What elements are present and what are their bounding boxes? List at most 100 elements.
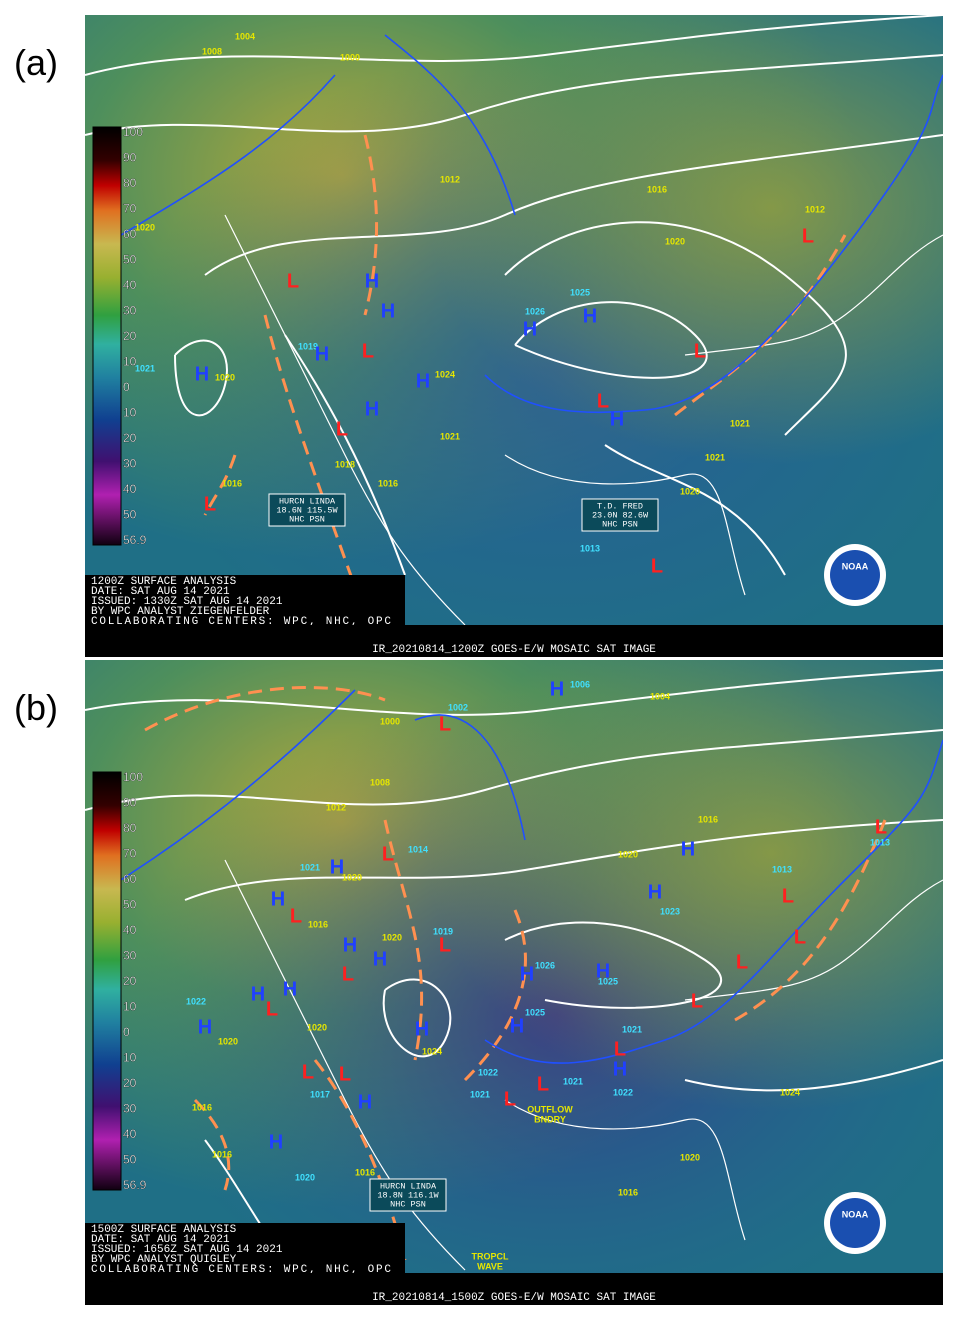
pressure-center: H xyxy=(416,370,430,392)
isobar-label: 1004 xyxy=(650,691,670,701)
pressure-center: H xyxy=(283,978,297,1000)
colorbar-label: 40 xyxy=(123,923,137,937)
pressure-center: L xyxy=(694,340,706,362)
isobar-label: 1024 xyxy=(422,1046,442,1056)
info-line: BY WPC ANALYST ZIEGENFELDER xyxy=(91,606,270,618)
caption: IR_20210814_1500Z GOES-E/W MOSAIC SAT IM… xyxy=(372,1292,656,1304)
trough-line xyxy=(263,314,367,616)
isobar-label: 1008 xyxy=(370,777,390,787)
colorbar-label: 100 xyxy=(123,770,143,784)
colorbar-label: 70 xyxy=(123,202,137,216)
colorbar-label: 30 xyxy=(123,1102,137,1116)
isobar-line xyxy=(684,1059,943,1092)
colorbar-label: 80 xyxy=(123,821,137,835)
isobar-label: 1020 xyxy=(382,932,402,942)
isobar-label: 1000 xyxy=(380,716,400,726)
pressure-center: L xyxy=(875,816,887,838)
colorbar-label: 60 xyxy=(123,227,137,241)
front-line xyxy=(104,74,336,246)
trough-line xyxy=(383,819,424,1061)
isobar-line xyxy=(85,669,943,716)
colorbar-label: 10 xyxy=(123,406,137,420)
noaa-logo-inner xyxy=(830,1198,880,1248)
colorbar xyxy=(92,126,122,546)
isobar-label: 1000 xyxy=(340,52,360,62)
isobar-line xyxy=(204,134,943,276)
info-line: 1200Z SURFACE ANALYSIS xyxy=(91,576,237,588)
trough-line xyxy=(363,134,379,316)
isobar-label: 1021 xyxy=(622,1024,642,1034)
noaa-logo-inner xyxy=(830,550,880,600)
pressure-center: H xyxy=(648,881,662,903)
isobar-label: 1020 xyxy=(665,236,685,246)
caption-strip xyxy=(85,1273,943,1305)
pressure-center: H xyxy=(373,948,387,970)
colorbar xyxy=(92,771,122,1191)
storm-label: NHC PSN xyxy=(289,514,325,524)
pressure-center: H xyxy=(195,363,209,385)
pressure-center: H xyxy=(358,1091,372,1113)
isobar-label: 1016 xyxy=(222,478,242,488)
colorbar-label: 50 xyxy=(123,898,137,912)
pressure-center: L xyxy=(290,905,302,927)
coastline xyxy=(224,859,943,1271)
pressure-center: L xyxy=(302,1061,314,1083)
pressure-center: H xyxy=(365,398,379,420)
caption: IR_20210814_1200Z GOES-E/W MOSAIC SAT IM… xyxy=(372,644,656,656)
colorbar-label: 56.9 xyxy=(123,1178,147,1192)
isobar-label: 1016 xyxy=(378,478,398,488)
storm-label: 18.6N 115.5W xyxy=(276,505,338,515)
isobar-label: 1026 xyxy=(535,960,555,970)
trough-line xyxy=(193,1098,231,1191)
isobar-label: 1002 xyxy=(448,702,468,712)
annotation: BNDRY xyxy=(534,1114,566,1124)
isobar-label: 1025 xyxy=(570,287,590,297)
colorbar-label: 70 xyxy=(123,847,137,861)
colorbar-label: 10 xyxy=(123,1051,137,1065)
isobar-label: 1021 xyxy=(470,1089,490,1099)
colorbar-label: 40 xyxy=(123,482,137,496)
pressure-center: L xyxy=(736,951,748,973)
pressure-center: H xyxy=(520,963,534,985)
pressure-center: L xyxy=(336,418,348,440)
pressure-center: H xyxy=(315,343,329,365)
pressure-center: H xyxy=(251,983,265,1005)
colorbar-label: 30 xyxy=(123,457,137,471)
info-line: 1500Z SURFACE ANALYSIS xyxy=(91,1224,237,1236)
storm-box xyxy=(369,1178,447,1212)
isobar-label: 1020 xyxy=(215,372,235,382)
isobar-label: 1025 xyxy=(598,976,618,986)
isobar-label: 1020 xyxy=(680,1152,700,1162)
colorbar-label: 90 xyxy=(123,151,137,165)
info-line: BY WPC ANALYST QUIGLEY xyxy=(91,1254,237,1266)
isobar-label: 1022 xyxy=(186,996,206,1006)
isobar-label: 1022 xyxy=(613,1087,633,1097)
pressure-center: L xyxy=(204,493,216,515)
pressure-center: H xyxy=(269,1131,283,1153)
front-line xyxy=(104,689,356,891)
colorbar-label: 30 xyxy=(123,304,137,318)
pressure-center: L xyxy=(691,990,703,1012)
isobar-label: 1016 xyxy=(192,1102,212,1112)
isobar-line xyxy=(85,15,943,76)
colorbar-label: 50 xyxy=(123,253,137,267)
isobar-label: 1013 xyxy=(870,837,890,847)
pressure-center: L xyxy=(794,926,806,948)
isobar-label: 1016 xyxy=(355,1167,375,1177)
noaa-logo-text: NOAA xyxy=(842,1209,869,1219)
coastline xyxy=(224,214,943,626)
isobar-line xyxy=(504,221,847,436)
isobar-line xyxy=(284,334,406,576)
isobar-label: 1016 xyxy=(618,1187,638,1197)
isobar-line xyxy=(514,301,708,379)
isobar-label: 1020 xyxy=(135,222,155,232)
isobar-label: 1021 xyxy=(705,452,725,462)
pressure-center: H xyxy=(613,1058,627,1080)
annotation: WAVE xyxy=(477,1261,503,1271)
pressure-center: L xyxy=(802,225,814,247)
pressure-center: L xyxy=(287,270,299,292)
isobar-label: 1013 xyxy=(772,864,792,874)
colorbar-label: 20 xyxy=(123,431,137,445)
cloud-area xyxy=(85,660,943,1305)
